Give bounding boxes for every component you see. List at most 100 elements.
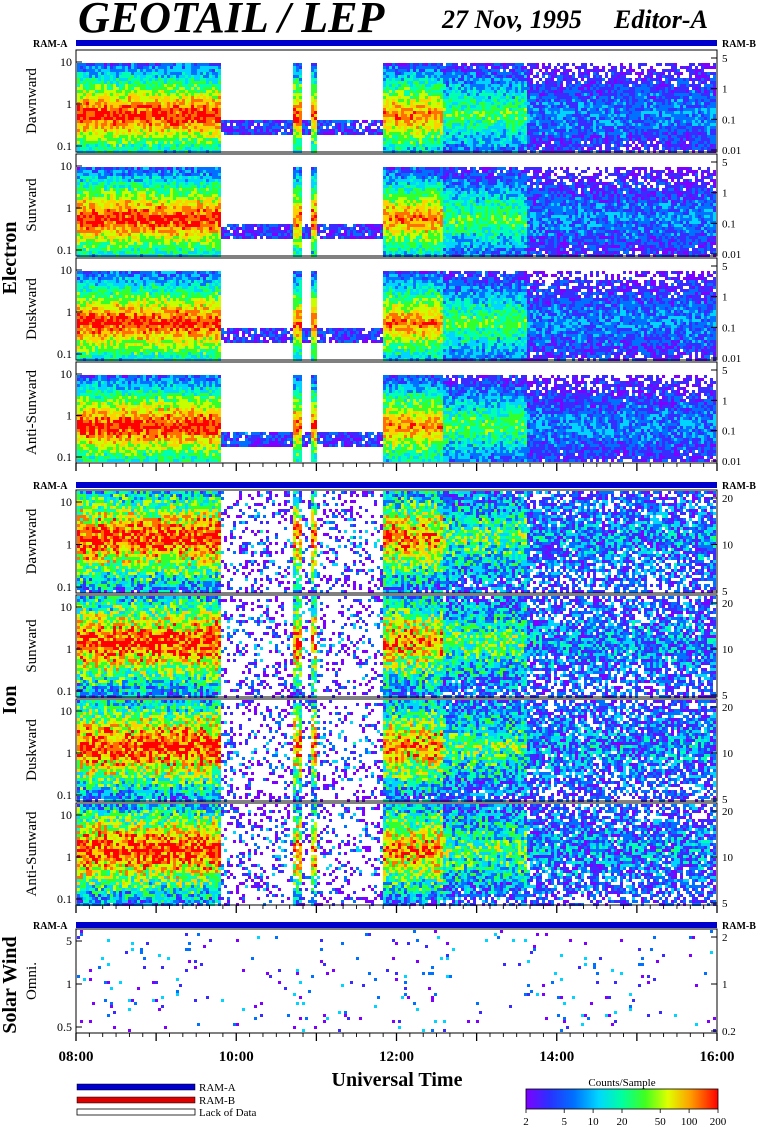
spectrogram-cell	[437, 81, 440, 84]
spectrogram-cell	[398, 99, 401, 102]
spectrogram-cell	[119, 114, 122, 117]
spectrogram-cell	[77, 93, 80, 96]
spectrogram-cell	[170, 78, 173, 81]
spectrogram-cell	[203, 93, 206, 96]
spectrogram-cell	[158, 66, 161, 69]
spectrogram-cell	[449, 147, 452, 150]
spectrogram-cell	[395, 90, 398, 93]
spectrogram-cell	[182, 138, 185, 141]
spectrogram-cell	[212, 102, 215, 105]
spectrogram-cell	[422, 129, 425, 132]
spectrogram-cell	[119, 108, 122, 111]
spectrogram-cell	[197, 93, 200, 96]
spectrogram-cell	[488, 105, 491, 108]
spectrogram-cell	[410, 105, 413, 108]
spectrogram-cell	[101, 147, 104, 150]
spectrogram-cell	[467, 87, 470, 90]
spectrogram-cell	[89, 114, 92, 117]
spectrogram-cell	[188, 63, 191, 66]
spectrogram-cell	[149, 87, 152, 90]
spectrogram-cell	[167, 105, 170, 108]
spectrogram-cell	[443, 147, 446, 150]
spectrogram-cell	[194, 96, 197, 99]
spectrogram-cell	[437, 102, 440, 105]
spectrogram-cell	[215, 69, 218, 72]
spectrogram-cell	[80, 111, 83, 114]
spectrogram-cell	[218, 75, 221, 78]
spectrogram-cell	[476, 90, 479, 93]
spectrogram-cell	[314, 72, 317, 75]
spectrogram-cell	[77, 138, 80, 141]
spectrogram-cell	[191, 111, 194, 114]
spectrogram-cell	[365, 126, 368, 129]
spectrogram-cell	[92, 114, 95, 117]
spectrogram-cell	[506, 102, 509, 105]
spectrogram-cell	[407, 72, 410, 75]
spectrogram-cell	[425, 129, 428, 132]
spectrogram-cell	[314, 111, 317, 114]
spectrogram-cell	[107, 99, 110, 102]
spectrogram-cell	[356, 129, 359, 132]
spectrogram-cell	[137, 138, 140, 141]
spectrogram-cell	[158, 90, 161, 93]
spectrogram-cell	[146, 63, 149, 66]
spectrogram-cell	[437, 66, 440, 69]
spectrogram-cell	[509, 123, 512, 126]
spectrogram-cell	[188, 117, 191, 120]
spectrogram-cell	[197, 126, 200, 129]
spectrogram-cell	[428, 129, 431, 132]
spectrogram-cell	[371, 123, 374, 126]
spectrogram-cell	[101, 72, 104, 75]
spectrogram-cell	[449, 78, 452, 81]
spectrogram-cell	[440, 72, 443, 75]
spectrogram-cell	[503, 93, 506, 96]
spectrogram-cell	[215, 102, 218, 105]
spectrogram-cell	[83, 93, 86, 96]
spectrogram-cell	[89, 117, 92, 120]
spectrogram-cell	[416, 99, 419, 102]
spectrogram-cell	[101, 123, 104, 126]
spectrogram-cell	[167, 111, 170, 114]
spectrogram-cell	[452, 120, 455, 123]
spectrogram-cell	[383, 78, 386, 81]
spectrogram-cell	[299, 63, 302, 66]
spectrogram-cell	[197, 84, 200, 87]
spectrogram-cell	[416, 138, 419, 141]
spectrogram-cell	[194, 132, 197, 135]
spectrogram-cell	[119, 87, 122, 90]
spectrogram-cell	[179, 141, 182, 144]
spectrogram-cell	[158, 69, 161, 72]
spectrogram-cell	[389, 90, 392, 93]
spectrogram-cell	[170, 144, 173, 147]
spectrogram-cell	[98, 84, 101, 87]
spectrogram-cell	[161, 108, 164, 111]
spectrogram-cell	[464, 108, 467, 111]
spectrogram-cell	[491, 99, 494, 102]
spectrogram-cell	[497, 105, 500, 108]
spectrogram-cell	[212, 123, 215, 126]
spectrogram-cell	[467, 105, 470, 108]
spectrogram-cell	[464, 141, 467, 144]
spectrogram-cell	[386, 69, 389, 72]
spectrogram-cell	[488, 126, 491, 129]
spectrogram-cell	[413, 87, 416, 90]
spectrogram-cell	[437, 138, 440, 141]
spectrogram-cell	[170, 117, 173, 120]
spectrogram-cell	[173, 141, 176, 144]
spectrogram-cell	[173, 111, 176, 114]
spectrogram-cell	[503, 105, 506, 108]
spectrogram-cell	[158, 75, 161, 78]
spectrogram-cell	[104, 99, 107, 102]
spectrogram-cell	[425, 132, 428, 135]
spectrogram-cell	[299, 99, 302, 102]
spectrogram-cell	[173, 78, 176, 81]
spectrogram-cell	[506, 120, 509, 123]
spectrogram-cell	[503, 99, 506, 102]
spectrogram-cell	[119, 135, 122, 138]
spectrogram-cell	[200, 135, 203, 138]
spectrogram-cell	[227, 126, 230, 129]
spectrogram-cell	[161, 117, 164, 120]
spectrogram-cell	[104, 138, 107, 141]
spectrogram-cell	[200, 63, 203, 66]
spectrogram-cell	[482, 144, 485, 147]
